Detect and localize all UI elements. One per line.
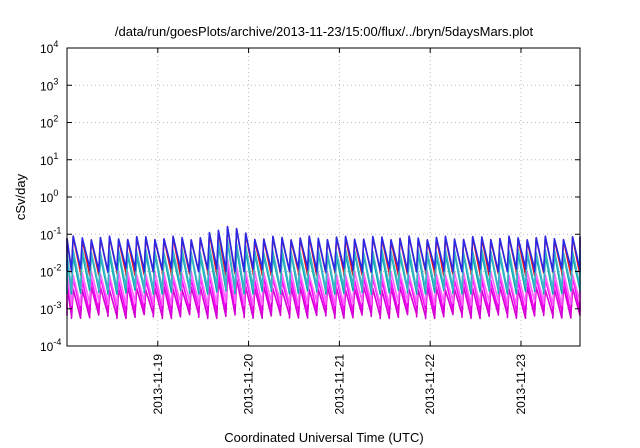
- data-series-line: [66, 238, 581, 292]
- data-series-group: [66, 225, 581, 320]
- x-tick-label: 2013-11-19: [151, 354, 165, 415]
- data-series-line: [66, 225, 581, 273]
- y-tick-label: 101: [40, 151, 58, 168]
- y-tick-label: 103: [40, 76, 58, 93]
- x-axis-ticks: 2013-11-19 2013-11-20 2013-11-21 2013-11-22…: [151, 48, 528, 415]
- y-tick-label: 10-1: [40, 225, 61, 242]
- y-tick-label: 102: [40, 114, 58, 131]
- y-tick-label: 100: [40, 188, 58, 205]
- chart-title: /data/run/goesPlots/archive/2013-11-23/1…: [115, 24, 534, 39]
- y-tick-label: 10-4: [40, 337, 61, 354]
- y-axis-label: cSv/day: [13, 173, 28, 220]
- x-tick-label: 2013-11-20: [242, 354, 256, 415]
- x-tick-label: 2013-11-22: [423, 354, 437, 415]
- y-axis-ticks: 10-4 10-3 10-2 10-1 100 101 102 103 104: [40, 39, 580, 354]
- y-tick-label: 10-3: [40, 300, 61, 317]
- x-tick-label: 2013-11-23: [514, 354, 528, 415]
- data-series-line: [66, 272, 581, 320]
- y-tick-label: 10-2: [40, 263, 61, 280]
- x-tick-label: 2013-11-21: [332, 354, 346, 415]
- y-tick-label: 104: [40, 39, 58, 56]
- data-series-line: [66, 258, 581, 307]
- x-axis-label: Coordinated Universal Time (UTC): [224, 430, 423, 445]
